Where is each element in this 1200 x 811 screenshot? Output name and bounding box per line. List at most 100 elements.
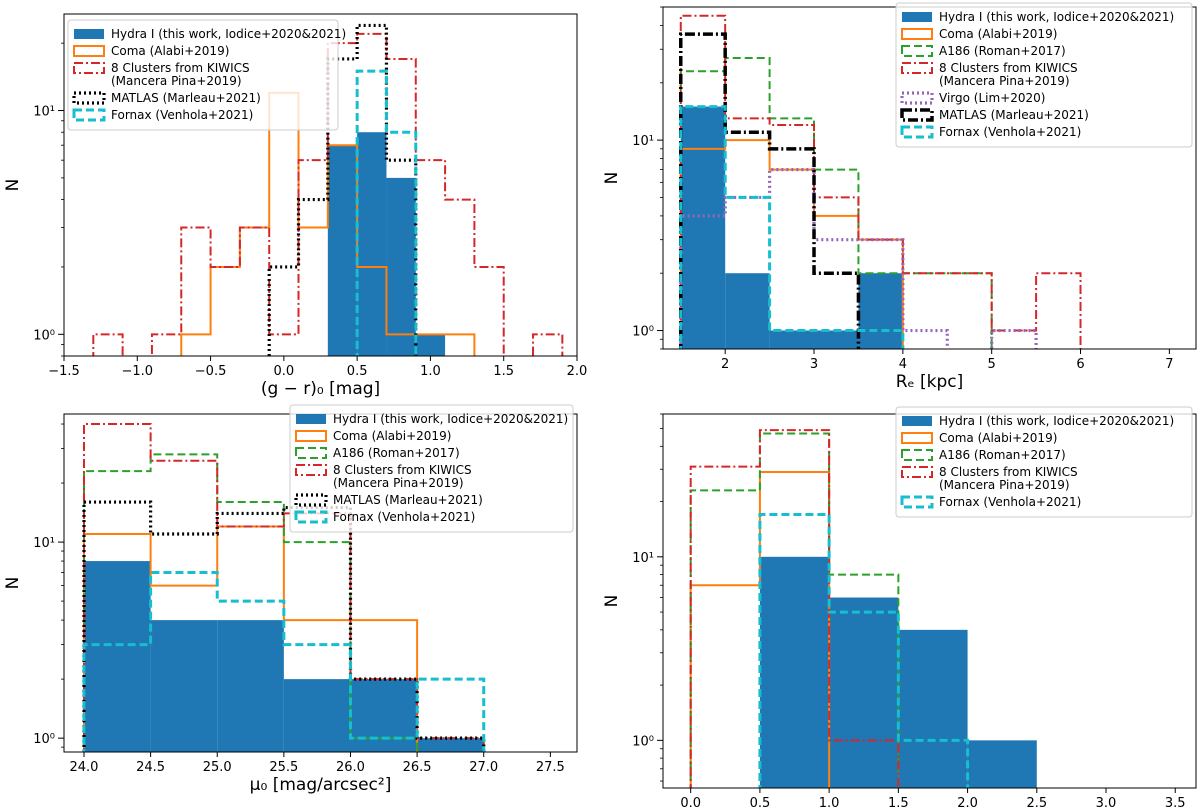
hist-bar — [150, 620, 218, 752]
y-tick-label: 10¹ — [632, 134, 654, 149]
plot-area — [92, 23, 564, 356]
legend: Hydra I (this work, Iodice+2020&2021) Com… — [67, 19, 346, 131]
x-tick-label: 3.5 — [1165, 796, 1186, 811]
legend-swatch — [902, 416, 932, 426]
y-tick-label: 10⁰ — [33, 732, 55, 747]
hist-bar — [83, 561, 151, 752]
series-a186-roman-2017 — [82, 453, 419, 752]
series-fornax-venhola-2021 — [355, 69, 418, 356]
legend-label-line2: (Mancera Pina+2019) — [111, 74, 242, 88]
legend-label: Coma (Alabi+2019) — [333, 429, 451, 443]
series-fornax-venhola-2021 — [82, 570, 486, 752]
hist-step-line — [355, 69, 418, 356]
legend-label: Virgo (Lim+2020) — [939, 91, 1045, 105]
hist-bar — [967, 740, 1037, 788]
y-axis-label: N — [602, 172, 622, 185]
plot-area — [82, 423, 486, 752]
legend-entry-matlas-marleau-2021: MATLAS (Marleau+2021) — [900, 108, 1089, 122]
legend-entry-virgo-lim-2020: Virgo (Lim+2020) — [900, 91, 1045, 105]
legend-box — [67, 19, 339, 131]
legend-swatch — [901, 432, 933, 444]
legend-entry-matlas-marleau-2021: MATLAS (Marleau+2021) — [72, 91, 261, 105]
y-tick-label: 10¹ — [33, 536, 55, 551]
x-tick-label: 1.5 — [888, 796, 909, 811]
legend-entry-coma-alabi-2019: Coma (Alabi+2019) — [295, 429, 451, 443]
panel-surface-brightness-histogram: 24.0 24.5 25.0 25.5 26.0 26.5 27.0 27.5 10⁰ 10¹ μ₀… — [3, 404, 578, 795]
legend-swatch — [901, 466, 933, 478]
plot-area — [679, 14, 1082, 349]
hist-step-line — [82, 423, 485, 752]
legend-entry-hydra-i-this-work-iodice-2020-2021: Hydra I (this work, Iodice+2020&2021) — [902, 414, 1174, 428]
legend-label: A186 (Roman+2017) — [939, 44, 1066, 58]
x-tick-label: 1.5 — [493, 364, 514, 379]
legend-label: 8 Clusters from KIWICS — [939, 465, 1078, 479]
legend-label: A186 (Roman+2017) — [333, 446, 460, 460]
x-tick-label: 4 — [899, 357, 907, 372]
legend-box — [895, 406, 1193, 518]
x-tick-label: 2.0 — [567, 364, 588, 379]
legend-entry-hydra-i-this-work-iodice-2020-2021: Hydra I (this work, Iodice+2020&2021) — [902, 10, 1174, 24]
hist-bar — [217, 620, 284, 752]
panel-sersic-histogram: 0.00.51.01.52.02.53.03.510⁰10¹Sérsic nNH… — [602, 406, 1197, 811]
hist-step-line — [689, 429, 900, 788]
series-hydra-i-this-work-iodice-2020-2021 — [327, 132, 446, 356]
hist-bar — [814, 330, 859, 349]
hist-bar — [386, 177, 416, 356]
legend-label: Fornax (Venhola+2021) — [939, 125, 1081, 139]
hist-bar — [283, 679, 351, 752]
legend-entry-a186-roman-2017: A186 (Roman+2017) — [901, 448, 1066, 462]
hist-bar — [327, 145, 358, 356]
legend-label: Hydra I (this work, Iodice+2020&2021) — [111, 27, 346, 41]
legend: Hydra I (this work, Iodice+2020&2021) Com… — [289, 404, 574, 533]
legend-entry-hydra-i-this-work-iodice-2020-2021: Hydra I (this work, Iodice+2020&2021) — [296, 412, 568, 426]
series-matlas-marleau-2021 — [679, 32, 861, 349]
hist-step-line — [679, 14, 1082, 349]
legend-label: Coma (Alabi+2019) — [939, 27, 1057, 41]
y-tick-label: 10⁰ — [632, 734, 654, 749]
legend-label-line2: (Mancera Pina+2019) — [939, 478, 1070, 492]
hist-step-line — [758, 513, 970, 788]
legend-swatch — [296, 414, 326, 424]
legend-swatch — [901, 62, 933, 74]
x-tick-label: 6 — [1076, 357, 1084, 372]
y-tick-label: 10⁰ — [632, 325, 654, 340]
x-tick-label: 25.5 — [269, 760, 298, 775]
y-tick-label: 10¹ — [33, 105, 55, 120]
x-tick-label: 2.5 — [1026, 796, 1047, 811]
hist-bar — [759, 556, 830, 788]
x-tick-label: 7 — [1165, 357, 1173, 372]
hist-step-line — [82, 453, 419, 752]
series-8-clusters-from-kiwics — [689, 429, 900, 788]
y-axis-label: N — [3, 179, 23, 192]
hist-step-line — [267, 23, 418, 356]
x-tick-label: 2 — [721, 357, 729, 372]
legend-swatch — [900, 125, 934, 139]
x-tick-label: 0.5 — [347, 364, 368, 379]
legend-swatch — [295, 464, 327, 476]
y-axis-label: N — [602, 595, 622, 608]
legend-label: 8 Clusters from KIWICS — [111, 61, 250, 75]
hist-bar — [769, 330, 815, 349]
legend-swatch — [294, 493, 328, 507]
legend-label: 8 Clusters from KIWICS — [333, 463, 472, 477]
legend-label: Hydra I (this work, Iodice+2020&2021) — [939, 414, 1174, 428]
legend-label: Fornax (Venhola+2021) — [111, 108, 253, 122]
legend-label-line2: (Mancera Pina+2019) — [939, 74, 1070, 88]
legend-swatch — [295, 430, 327, 442]
legend-label-line2: (Mancera Pina+2019) — [333, 476, 464, 490]
panel-color-histogram: −1.5 −1.0 −0.5 0.0 0.5 1.0 1.5 2.0 10⁰ 10¹ (g − r)… — [3, 13, 588, 399]
legend-label: 8 Clusters from KIWICS — [939, 61, 1078, 75]
legend-swatch — [74, 29, 104, 39]
legend-entry-8-clusters-from-kiwics: 8 Clusters from KIWICS(Mancera Pina+2019… — [295, 463, 472, 490]
legend-swatch — [900, 91, 934, 105]
legend-swatch — [900, 108, 934, 122]
legend-entry-a186-roman-2017: A186 (Roman+2017) — [901, 44, 1066, 58]
hist-bar — [350, 679, 418, 752]
legend-swatch — [901, 45, 933, 57]
series-fornax-venhola-2021 — [679, 105, 905, 349]
hist-step-line — [679, 105, 905, 349]
legend-label: MATLAS (Marleau+2021) — [939, 108, 1089, 122]
x-tick-label: 3 — [810, 357, 818, 372]
legend-swatch — [72, 108, 106, 122]
axes-frame — [63, 13, 578, 357]
